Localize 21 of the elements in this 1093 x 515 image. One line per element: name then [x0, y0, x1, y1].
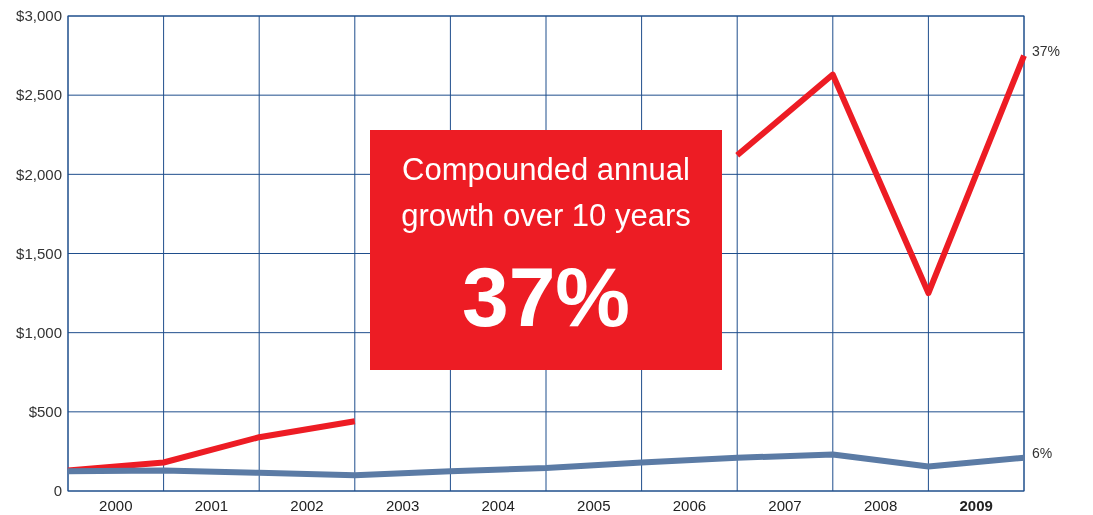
y-tick-label: $1,000	[16, 323, 62, 341]
annotation: 37%	[461, 250, 631, 344]
annotation: 6%	[1032, 444, 1053, 461]
annotation: 37%	[1032, 42, 1061, 59]
x-tick-label: 2002	[290, 497, 324, 514]
y-tick-label: $500	[28, 403, 62, 421]
annotation: Compounded annual growth over 10 years	[401, 152, 691, 233]
x-tick-label: 2003	[385, 497, 420, 514]
y-tick-label: $1,500	[16, 244, 62, 262]
x-tick-label: 2008	[863, 497, 898, 514]
x-tick-label: 2005	[577, 497, 611, 514]
x-tick-label: 2007	[768, 497, 802, 514]
y-tick-label: 0	[53, 482, 62, 500]
x-tick-label: 2000	[99, 497, 133, 514]
x-tick-label: 2006	[672, 497, 707, 514]
y-tick-label: $2,500	[16, 86, 62, 104]
x-tick-label: 2009	[959, 497, 993, 514]
y-tick-label: $2,000	[16, 165, 62, 183]
x-tick-label: 2004	[481, 497, 515, 514]
x-tick-label: 2001	[194, 497, 229, 514]
y-tick-label: $3,000	[16, 7, 62, 25]
